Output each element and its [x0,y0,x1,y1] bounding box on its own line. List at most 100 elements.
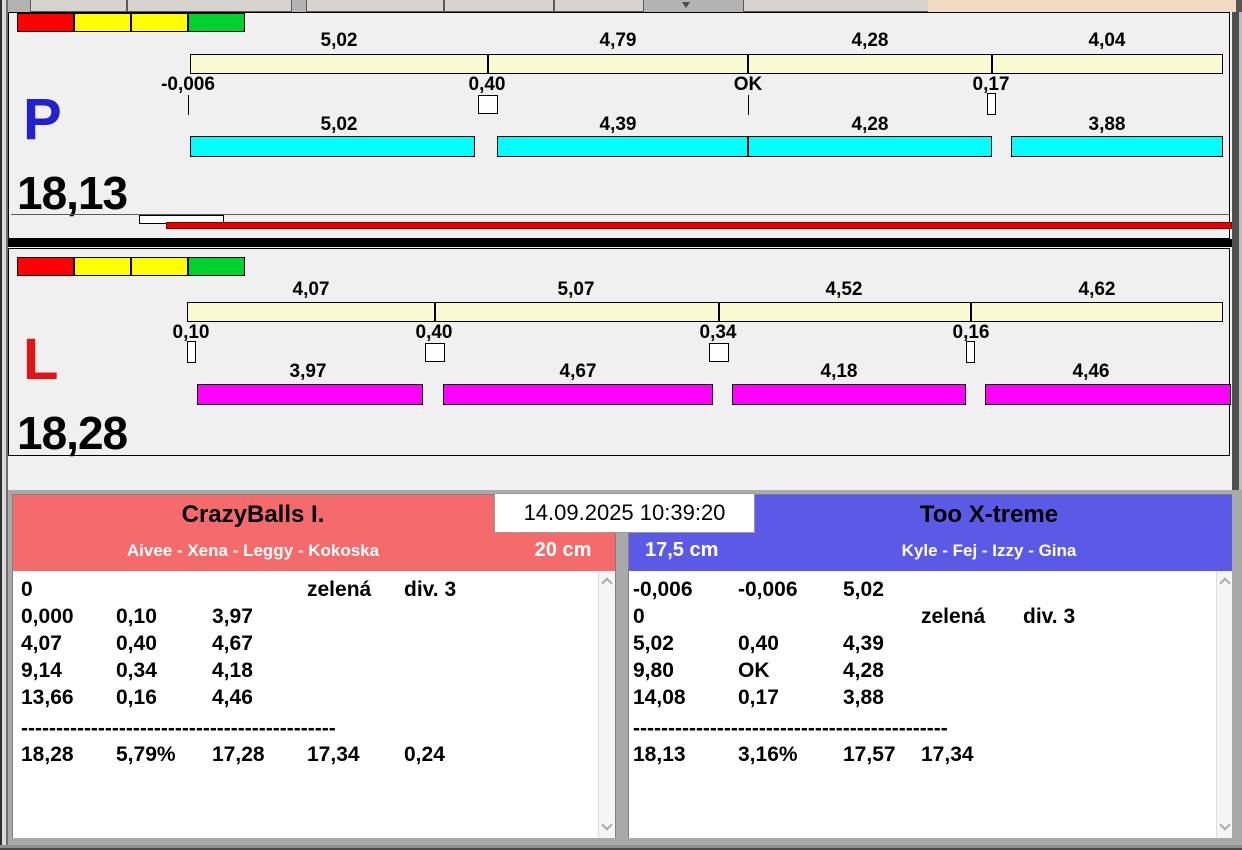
actual-distance-label: 4,67 [559,361,597,382]
background-window-strip [0,0,1242,12]
deviation-label: 0,16 [952,322,990,343]
deviation-checkbox-narrow[interactable] [987,93,996,115]
deviation-checkbox-narrow[interactable] [187,341,196,363]
score-cell: 0,10 [116,605,157,628]
team-name: Too X-treme [919,501,1059,528]
score-cell: 5,02 [633,632,674,655]
actual-gauge-segment [985,384,1231,405]
deviation-checkbox[interactable] [425,343,445,362]
status-box-red[interactable] [17,257,74,276]
team-players: Aivee - Xena - Leggy - Kokoska [126,541,380,560]
total-cell: 18,28 [21,743,74,766]
lane-l-panel: L 4,07 5,07 4,52 4,62 0,10 0,40 0,34 0,1… [8,248,1231,459]
status-box-yellow[interactable] [131,13,188,32]
status-box-yellow[interactable] [74,257,131,276]
scrollbar[interactable] [598,571,615,838]
actual-distance-label: 4,28 [851,114,889,135]
score-cell: OK [738,659,770,682]
lane-l-total: 18,28 [17,407,128,459]
deviation-checkbox-narrow[interactable] [966,341,975,363]
score-separator: ----------------------------------------… [21,717,336,740]
lane-p-label: P [23,87,62,152]
score-cell: 4,28 [843,659,884,682]
total-cell: 5,79% [116,743,176,766]
background-window-segment [306,0,444,12]
window-bottom-border [0,845,1242,850]
score-cell: 0,40 [116,632,157,655]
actual-gauge-segment [190,136,475,157]
status-box-yellow[interactable] [74,13,131,32]
score-cell: 0,40 [738,632,779,655]
actual-distance-label: 4,18 [820,361,858,382]
score-list-right[interactable]: -0,006 -0,006 5,02 0 zelená div. 3 5,02 0,40 4… [629,571,1216,838]
scrollbar[interactable] [1216,571,1233,838]
total-cell: 17,34 [307,743,360,766]
score-cell: -0,006 [633,578,693,601]
score-cell: 3,88 [843,686,884,709]
team-panel-left: CrazyBalls I. Aivee - Xena - Leggy - Kok… [12,494,616,838]
window-left-border [6,0,8,850]
background-window-corner [1236,0,1242,12]
scroll-down-arrow-icon[interactable] [1219,819,1231,831]
window-left-border [2,0,6,850]
target-gauge-bar [190,54,1223,74]
actual-distance-label: 4,39 [599,114,637,135]
score-cell: zelená [307,578,372,601]
datetime-display: 14.09.2025 10:39:20 [494,493,755,533]
score-cell: 14,08 [633,686,686,709]
dropdown-caret-icon [682,2,690,8]
score-cell: 0,000 [21,605,74,628]
status-box-yellow[interactable] [131,257,188,276]
background-window-segment [30,0,127,12]
deviation-label: OK [733,74,763,95]
window-left-border [0,0,2,850]
total-cell: 17,28 [212,743,265,766]
score-separator: ----------------------------------------… [633,717,948,740]
gauge-tick [434,302,436,322]
scroll-up-arrow-icon[interactable] [601,577,613,589]
score-cell: 4,39 [843,632,884,655]
score-list-left[interactable]: 0 zelená div. 3 0,000 0,10 3,97 4,07 0,40 4,67… [13,571,598,838]
total-cell: 17,34 [921,743,974,766]
lane-p-panel: P 5,02 4,79 4,28 4,04 -0,006 0,40 OK 0,1… [8,12,1232,239]
target-distance-label: 5,02 [320,30,358,51]
score-cell: 4,67 [212,632,253,655]
score-cell: 4,18 [212,659,253,682]
scroll-down-arrow-icon[interactable] [601,819,613,831]
actual-distance-label: 3,88 [1088,114,1126,135]
results-container: CrazyBalls I. Aivee - Xena - Leggy - Kok… [8,490,1234,845]
actual-distance-label: 5,02 [320,114,358,135]
deviation-checkbox[interactable] [478,95,498,114]
status-box-green[interactable] [188,257,245,276]
section-divider [8,239,1232,247]
gauge-tick [718,302,720,322]
scroll-up-arrow-icon[interactable] [1219,577,1231,589]
background-window-segment [127,0,292,12]
target-distance-label: 4,62 [1078,279,1116,300]
target-distance-label: 4,52 [825,279,863,300]
team-name: CrazyBalls I. [181,501,325,528]
lane-p-total: 18,13 [17,167,128,219]
gauge-tick [991,54,993,74]
score-cell: zelená [921,605,986,628]
score-cell: 0 [633,605,645,628]
actual-gauge-segment [197,384,423,405]
actual-distance-label: 4,46 [1072,361,1110,382]
window-right-border [1232,490,1242,845]
score-cell: 13,66 [21,686,74,709]
score-cell: 4,46 [212,686,253,709]
score-cell: -0,006 [738,578,798,601]
target-gauge-bar [187,302,1223,322]
background-window-segment [743,0,929,12]
status-box-green[interactable] [188,13,245,32]
total-cell: 18,13 [633,743,686,766]
score-cell: 3,97 [212,605,253,628]
background-window-segment [554,0,644,12]
status-box-red[interactable] [17,13,74,32]
total-cell: 17,57 [843,743,896,766]
score-cell: 0 [21,578,33,601]
actual-gauge-segment [443,384,713,405]
deviation-checkbox[interactable] [709,343,729,362]
window-right-border [1232,12,1239,490]
gauge-tick [970,302,972,322]
